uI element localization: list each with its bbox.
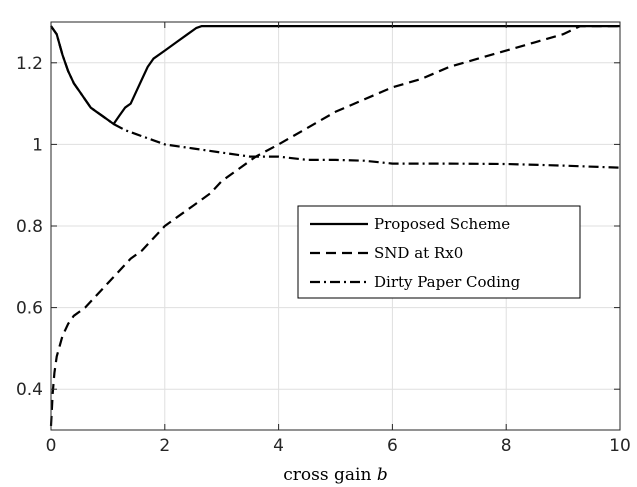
- axis-ticks: [50, 22, 621, 430]
- x-tick-label: 2: [159, 436, 170, 456]
- y-tick-label: 1: [32, 135, 43, 155]
- legend-label-1: Proposed Scheme: [374, 215, 510, 233]
- series-line-3: [50, 25, 621, 169]
- legend: Proposed Scheme SND at Rx0 Dirty Paper Cod…: [297, 205, 581, 299]
- x-tick-label: 6: [387, 436, 398, 456]
- x-axis-label-symbol: b: [377, 465, 388, 485]
- legend-label-2: SND at Rx0: [374, 244, 463, 262]
- x-tick-label: 4: [273, 436, 284, 456]
- x-axis-label: cross gain b: [283, 465, 387, 485]
- legend-label-3: Dirty Paper Coding: [374, 273, 521, 291]
- tick-labels: 0 2 4 6 8 10 0.4 0.6 0.8 1 1.2: [16, 54, 631, 456]
- y-tick-label: 0.6: [16, 299, 43, 319]
- x-axis-label-text: cross gain: [283, 465, 371, 485]
- y-tick-label: 0.8: [16, 217, 43, 237]
- series-lines: [49, 25, 621, 426]
- x-tick-label: 0: [46, 436, 57, 456]
- x-tick-label: 8: [501, 436, 512, 456]
- y-tick-label: 1.2: [16, 54, 43, 74]
- y-tick-label: 0.4: [16, 380, 43, 400]
- x-tick-label: 10: [609, 436, 631, 456]
- series-line-1: [50, 25, 620, 126]
